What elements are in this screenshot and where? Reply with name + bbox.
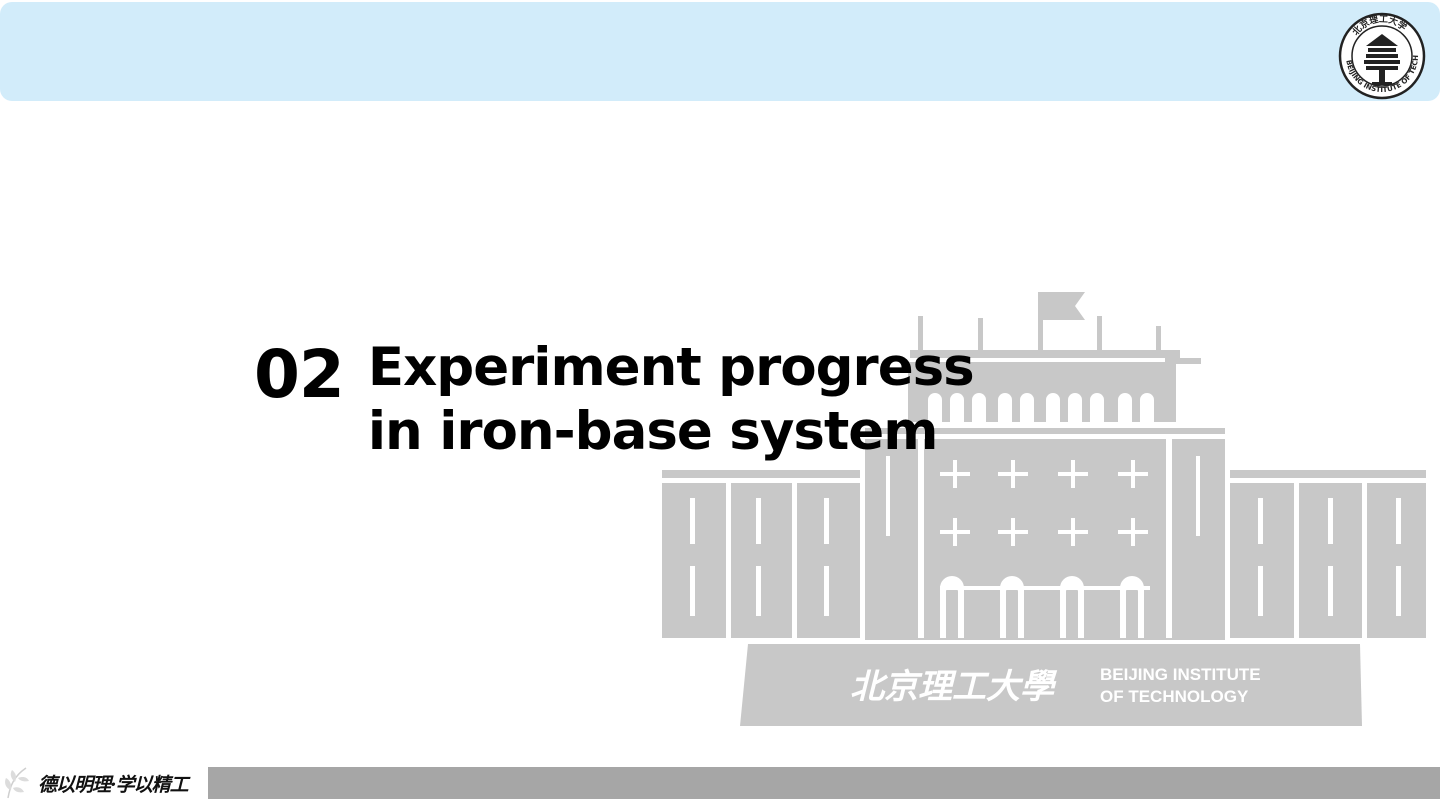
section-title: Experiment progress in iron-base system	[367, 337, 975, 462]
section-number: 02	[254, 336, 345, 413]
header-banner	[0, 2, 1440, 101]
university-seal-icon: BEIJING INSTITUTE OF TECHNOLOGY 北京理工大学	[1336, 12, 1426, 100]
motto-text: 德以明理·学以精工	[38, 774, 189, 796]
footer-bar	[208, 767, 1440, 799]
leaf-icon	[5, 767, 29, 799]
watermark-english-line-1: BEIJING INSTITUTE	[1100, 665, 1261, 684]
footer-motto: 德以明理·学以精工	[0, 762, 206, 802]
watermark-english-line-2: OF TECHNOLOGY	[1100, 687, 1249, 706]
campus-building-icon: 北京理工大學 BEIJING INSTITUTE OF TECHNOLOGY	[660, 292, 1430, 726]
watermark-chinese-name: 北京理工大學	[850, 667, 1058, 707]
section-heading: 02 Experiment progress in iron-base syst…	[254, 336, 1028, 464]
